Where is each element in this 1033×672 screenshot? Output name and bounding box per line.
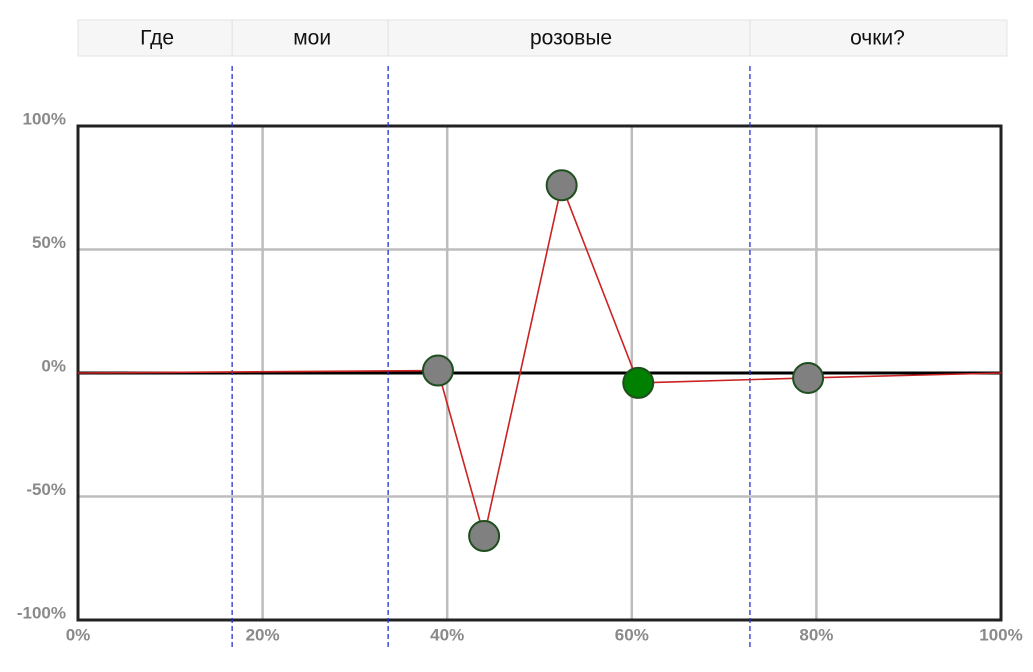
data-line bbox=[77, 182, 1002, 537]
x-tick-label: 40% bbox=[430, 625, 464, 644]
y-tick-label: -50% bbox=[26, 480, 66, 499]
header-word: розовые bbox=[530, 27, 612, 50]
header-word: мои bbox=[293, 27, 331, 50]
y-tick-label: 100% bbox=[23, 109, 66, 128]
x-tick-label: 80% bbox=[799, 625, 833, 644]
header-word: Где bbox=[140, 27, 174, 50]
data-point bbox=[545, 169, 578, 202]
header-bar bbox=[77, 19, 1008, 57]
data-point bbox=[421, 354, 454, 387]
x-tick-label: 100% bbox=[979, 625, 1022, 644]
x-tick-label: 20% bbox=[246, 625, 280, 644]
y-tick-label: -100% bbox=[17, 603, 66, 622]
x-tick-label: 0% bbox=[66, 625, 91, 644]
header-word: очки? bbox=[850, 27, 905, 50]
selected-point bbox=[622, 366, 655, 399]
x-tick-label: 60% bbox=[615, 625, 649, 644]
y-tick-label: 50% bbox=[32, 233, 66, 252]
y-tick-label: 0% bbox=[41, 356, 66, 375]
data-point bbox=[468, 520, 501, 553]
data-point bbox=[792, 361, 825, 394]
